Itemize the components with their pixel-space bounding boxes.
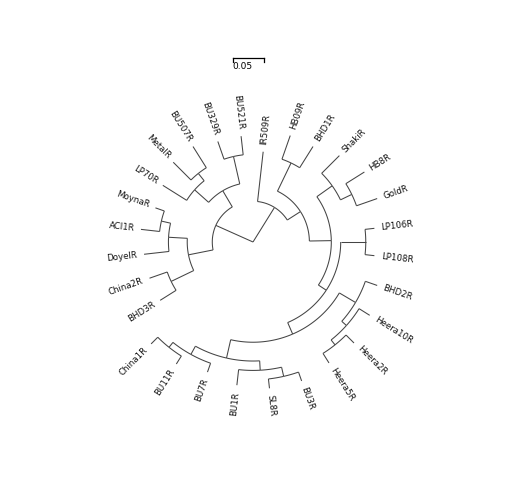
Text: ShakiR: ShakiR (340, 127, 368, 154)
Text: China1R: China1R (118, 346, 149, 378)
Text: BU507R: BU507R (167, 109, 193, 143)
Text: LP106R: LP106R (380, 219, 413, 232)
Text: 0.05: 0.05 (232, 62, 251, 72)
Text: BHD3R: BHD3R (126, 300, 157, 324)
Text: HB8R: HB8R (367, 152, 392, 172)
Text: BHD1R: BHD1R (312, 113, 336, 143)
Text: BHD2R: BHD2R (381, 284, 413, 302)
Text: BU329R: BU329R (199, 101, 220, 136)
Text: SL8R: SL8R (265, 394, 277, 417)
Text: IR509R: IR509R (259, 114, 271, 146)
Text: MetalR: MetalR (144, 133, 171, 161)
Text: BU1R: BU1R (229, 391, 240, 416)
Text: Heera2R: Heera2R (355, 345, 388, 378)
Text: HB09R: HB09R (288, 100, 306, 131)
Text: LP70R: LP70R (132, 164, 159, 186)
Text: DoyelR: DoyelR (106, 251, 138, 263)
Text: MoynaR: MoynaR (115, 190, 150, 210)
Text: China2R: China2R (108, 276, 144, 297)
Text: BU11R: BU11R (153, 367, 176, 397)
Text: Heera5R: Heera5R (328, 366, 356, 403)
Text: BU7R: BU7R (193, 377, 209, 402)
Text: GoldR: GoldR (381, 183, 409, 200)
Text: BU3R: BU3R (299, 386, 315, 411)
Text: Heera10R: Heera10R (372, 315, 413, 346)
Text: LP108R: LP108R (380, 252, 413, 265)
Text: ACI1R: ACI1R (108, 221, 135, 233)
Text: BU521R: BU521R (231, 94, 244, 130)
